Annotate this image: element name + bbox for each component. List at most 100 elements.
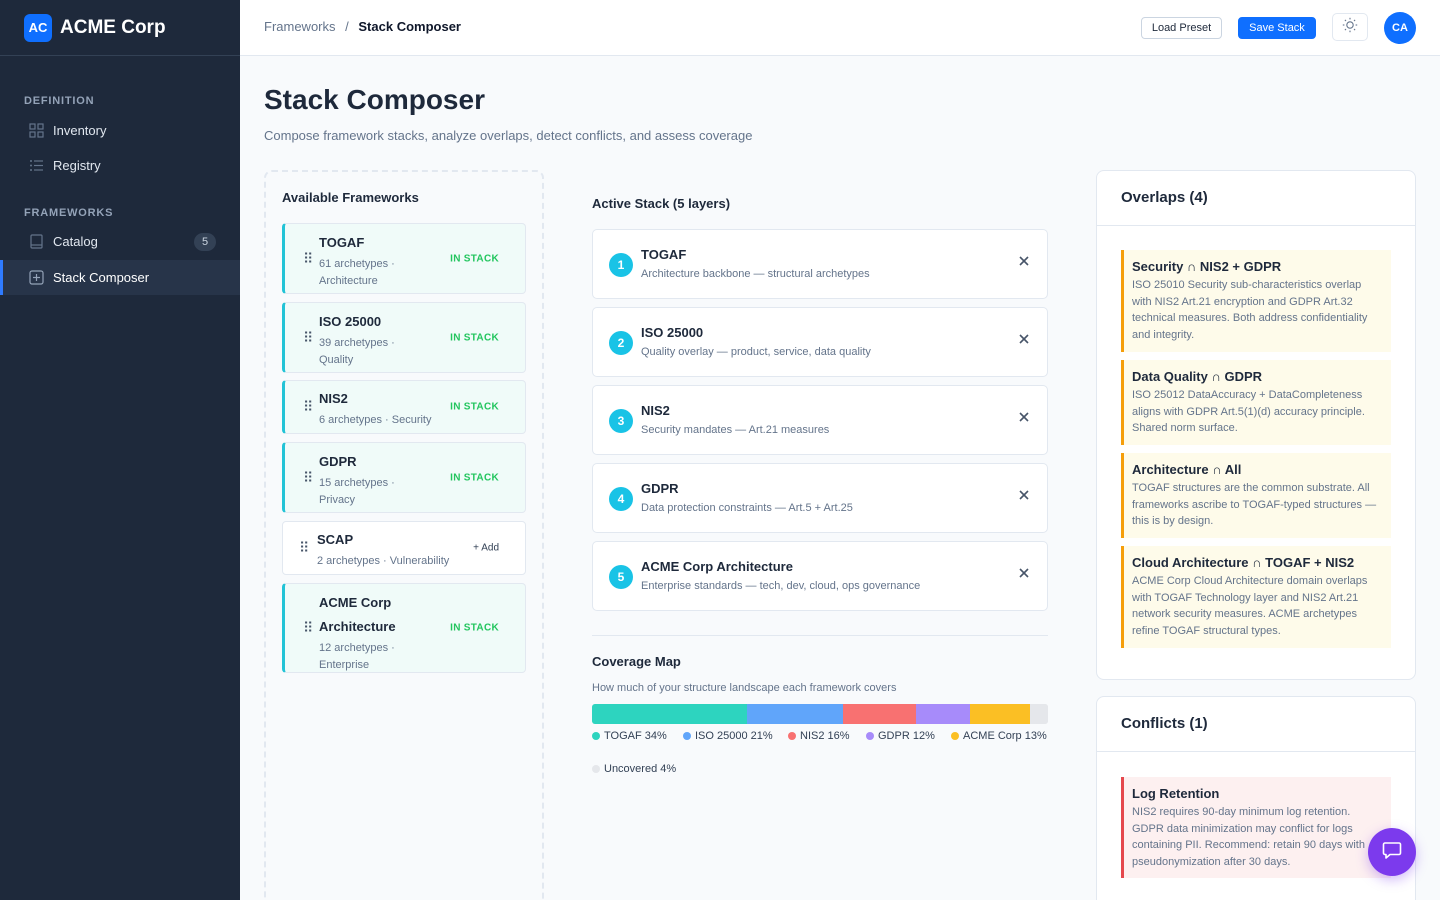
stack-layer-card[interactable]: 3 NIS2 Security mandates — Art.21 measur… — [592, 385, 1048, 455]
drag-handle-icon[interactable]: ⠿ — [303, 398, 314, 415]
framework-meta-category: Privacy — [319, 494, 356, 506]
overlap-description: ISO 25010 Security sub-characteristics o… — [1132, 279, 1368, 341]
layer-description: Security mandates — Art.21 measures — [641, 424, 830, 436]
sidebar-item-catalog[interactable]: Catalog 5 — [0, 224, 240, 259]
drag-handle-icon[interactable]: ⠿ — [303, 250, 314, 266]
conflict-description: NIS2 requires 90-day minimum log retenti… — [1132, 806, 1365, 868]
add-framework-button[interactable]: + Add — [473, 542, 499, 554]
remove-layer-close-icon[interactable] — [1017, 566, 1031, 580]
nav-section-definition: DEFINITION — [24, 95, 95, 107]
sun-icon — [1342, 17, 1358, 38]
coverage-segment-4 — [970, 704, 1030, 724]
framework-meta: 61 archetypes · — [319, 258, 395, 270]
coverage-legend-item: GDPR 12% — [866, 730, 935, 742]
sidebar-item-label: Stack Composer — [53, 270, 150, 285]
drag-handle-icon[interactable]: ⠿ — [299, 539, 310, 556]
framework-card-acme-corp-architecture[interactable]: ⠿ ACME Corp Architecture 12 archetypes ·… — [282, 583, 526, 673]
overlap-item: Architecture ∩ All TOGAF structures are … — [1121, 453, 1391, 538]
breadcrumb-frameworks-link[interactable]: Frameworks — [264, 19, 336, 34]
legend-label: NIS2 16% — [800, 730, 850, 742]
chat-button[interactable] — [1368, 828, 1416, 876]
layer-number-badge: 3 — [609, 409, 633, 433]
breadcrumb-separator: / — [345, 19, 349, 34]
stack-layer-card[interactable]: 5 ACME Corp Architecture Enterprise stan… — [592, 541, 1048, 611]
layer-number-badge: 2 — [609, 331, 633, 355]
brand[interactable]: AC ACME Corp — [0, 0, 240, 56]
catalog-count-badge: 5 — [194, 232, 216, 251]
legend-swatch — [788, 732, 796, 740]
stack-layer-card[interactable]: 1 TOGAF Architecture backbone — structur… — [592, 229, 1048, 299]
framework-card-gdpr[interactable]: ⠿ GDPR 15 archetypes · Privacy IN STACK — [282, 442, 526, 513]
framework-name: ACME Corp — [319, 595, 392, 610]
framework-meta: 12 archetypes · — [319, 642, 395, 654]
legend-swatch — [866, 732, 874, 740]
legend-label: Uncovered 4% — [604, 763, 677, 775]
overlap-description: ACME Corp Cloud Architecture domain over… — [1132, 575, 1368, 637]
framework-name: NIS2 — [319, 391, 348, 406]
framework-card-scap[interactable]: ⠿ SCAP 2 archetypes · Vulnerability + Ad… — [282, 521, 526, 575]
framework-card-nis2[interactable]: ⠿ NIS2 6 archetypes · Security IN STACK — [282, 380, 526, 434]
stack-layer-card[interactable]: 2 ISO 25000 Quality overlay — product, s… — [592, 307, 1048, 377]
overlap-item: Data Quality ∩ GDPR ISO 25012 DataAccura… — [1121, 360, 1391, 445]
legend-swatch — [592, 765, 600, 773]
layer-name: GDPR — [641, 481, 679, 496]
conflict-title: Log Retention — [1132, 786, 1220, 801]
framework-meta-category: Quality — [319, 354, 354, 366]
avatar[interactable]: CA — [1384, 12, 1416, 44]
legend-label: GDPR 12% — [878, 730, 935, 742]
legend-label: ISO 25000 21% — [695, 730, 773, 742]
layer-number-badge: 5 — [609, 565, 633, 589]
framework-name: SCAP — [317, 532, 354, 547]
coverage-legend-item: TOGAF 34% — [592, 730, 667, 742]
in-stack-badge: IN STACK — [450, 332, 499, 343]
framework-meta: 2 archetypes · Vulnerability — [317, 555, 450, 567]
sidebar-item-registry[interactable]: Registry — [0, 148, 240, 183]
framework-card-togaf[interactable]: ⠿ TOGAF 61 archetypes · Architecture IN … — [282, 223, 526, 294]
overlap-title: Security ∩ NIS2 + GDPR — [1132, 259, 1282, 274]
layer-name: ISO 25000 — [641, 325, 704, 340]
legend-swatch — [592, 732, 600, 740]
overlap-description: TOGAF structures are the common substrat… — [1132, 482, 1377, 527]
layer-description: Architecture backbone — structural arche… — [641, 268, 870, 280]
overlap-title: Cloud Architecture ∩ TOGAF + NIS2 — [1132, 555, 1355, 570]
brand-logo: AC — [24, 13, 52, 42]
conflicts-panel: Conflicts (1) Log Retention NIS2 require… — [1096, 696, 1416, 900]
layer-description: Quality overlay — product, service, data… — [641, 346, 871, 358]
save-stack-button[interactable]: Save Stack — [1238, 17, 1316, 39]
legend-swatch — [951, 732, 959, 740]
layer-name: TOGAF — [641, 247, 687, 262]
layer-description: Enterprise standards — tech, dev, cloud,… — [641, 580, 921, 592]
load-preset-button[interactable]: Load Preset — [1141, 17, 1222, 39]
framework-card-iso-25000[interactable]: ⠿ ISO 25000 39 archetypes · Quality IN S… — [282, 302, 526, 373]
breadcrumb: Frameworks / Stack Composer — [264, 19, 461, 34]
divider — [592, 635, 1048, 636]
overlaps-panel: Overlaps (4) Security ∩ NIS2 + GDPR ISO … — [1096, 170, 1416, 680]
sidebar-item-label: Inventory — [53, 123, 107, 138]
coverage-legend-item: ACME Corp 13% — [951, 730, 1047, 742]
overlap-item: Security ∩ NIS2 + GDPR ISO 25010 Securit… — [1121, 250, 1391, 352]
available-frameworks-title: Available Frameworks — [282, 190, 419, 205]
drag-handle-icon[interactable]: ⠿ — [303, 329, 314, 345]
coverage-legend-item: ISO 25000 21% — [683, 730, 773, 742]
stack-layer-card[interactable]: 4 GDPR Data protection constraints — Art… — [592, 463, 1048, 533]
framework-meta-category: Enterprise — [319, 659, 370, 671]
coverage-segment-2 — [842, 704, 916, 724]
remove-layer-close-icon[interactable] — [1017, 254, 1031, 268]
coverage-bar — [592, 704, 1048, 724]
overlap-title: Data Quality ∩ GDPR — [1132, 369, 1263, 384]
sidebar-item-inventory[interactable]: Inventory — [0, 113, 240, 148]
sidebar-item-stack-composer[interactable]: Stack Composer — [0, 260, 240, 295]
framework-meta-category: Architecture — [319, 275, 378, 287]
framework-name-line2: Architecture — [319, 619, 396, 634]
breadcrumb-current: Stack Composer — [358, 19, 461, 34]
layer-description: Data protection constraints — Art.5 + Ar… — [641, 502, 853, 514]
drag-handle-icon[interactable]: ⠿ — [303, 469, 314, 485]
remove-layer-close-icon[interactable] — [1017, 410, 1031, 424]
available-frameworks-panel: Available Frameworks ⠿ TOGAF 61 archetyp… — [264, 170, 544, 900]
framework-meta: 15 archetypes · — [319, 477, 395, 489]
theme-toggle-button[interactable] — [1332, 13, 1368, 41]
drag-handle-icon[interactable]: ⠿ — [303, 619, 314, 636]
remove-layer-close-icon[interactable] — [1017, 488, 1031, 502]
in-stack-badge: IN STACK — [450, 622, 499, 634]
remove-layer-close-icon[interactable] — [1017, 332, 1031, 346]
